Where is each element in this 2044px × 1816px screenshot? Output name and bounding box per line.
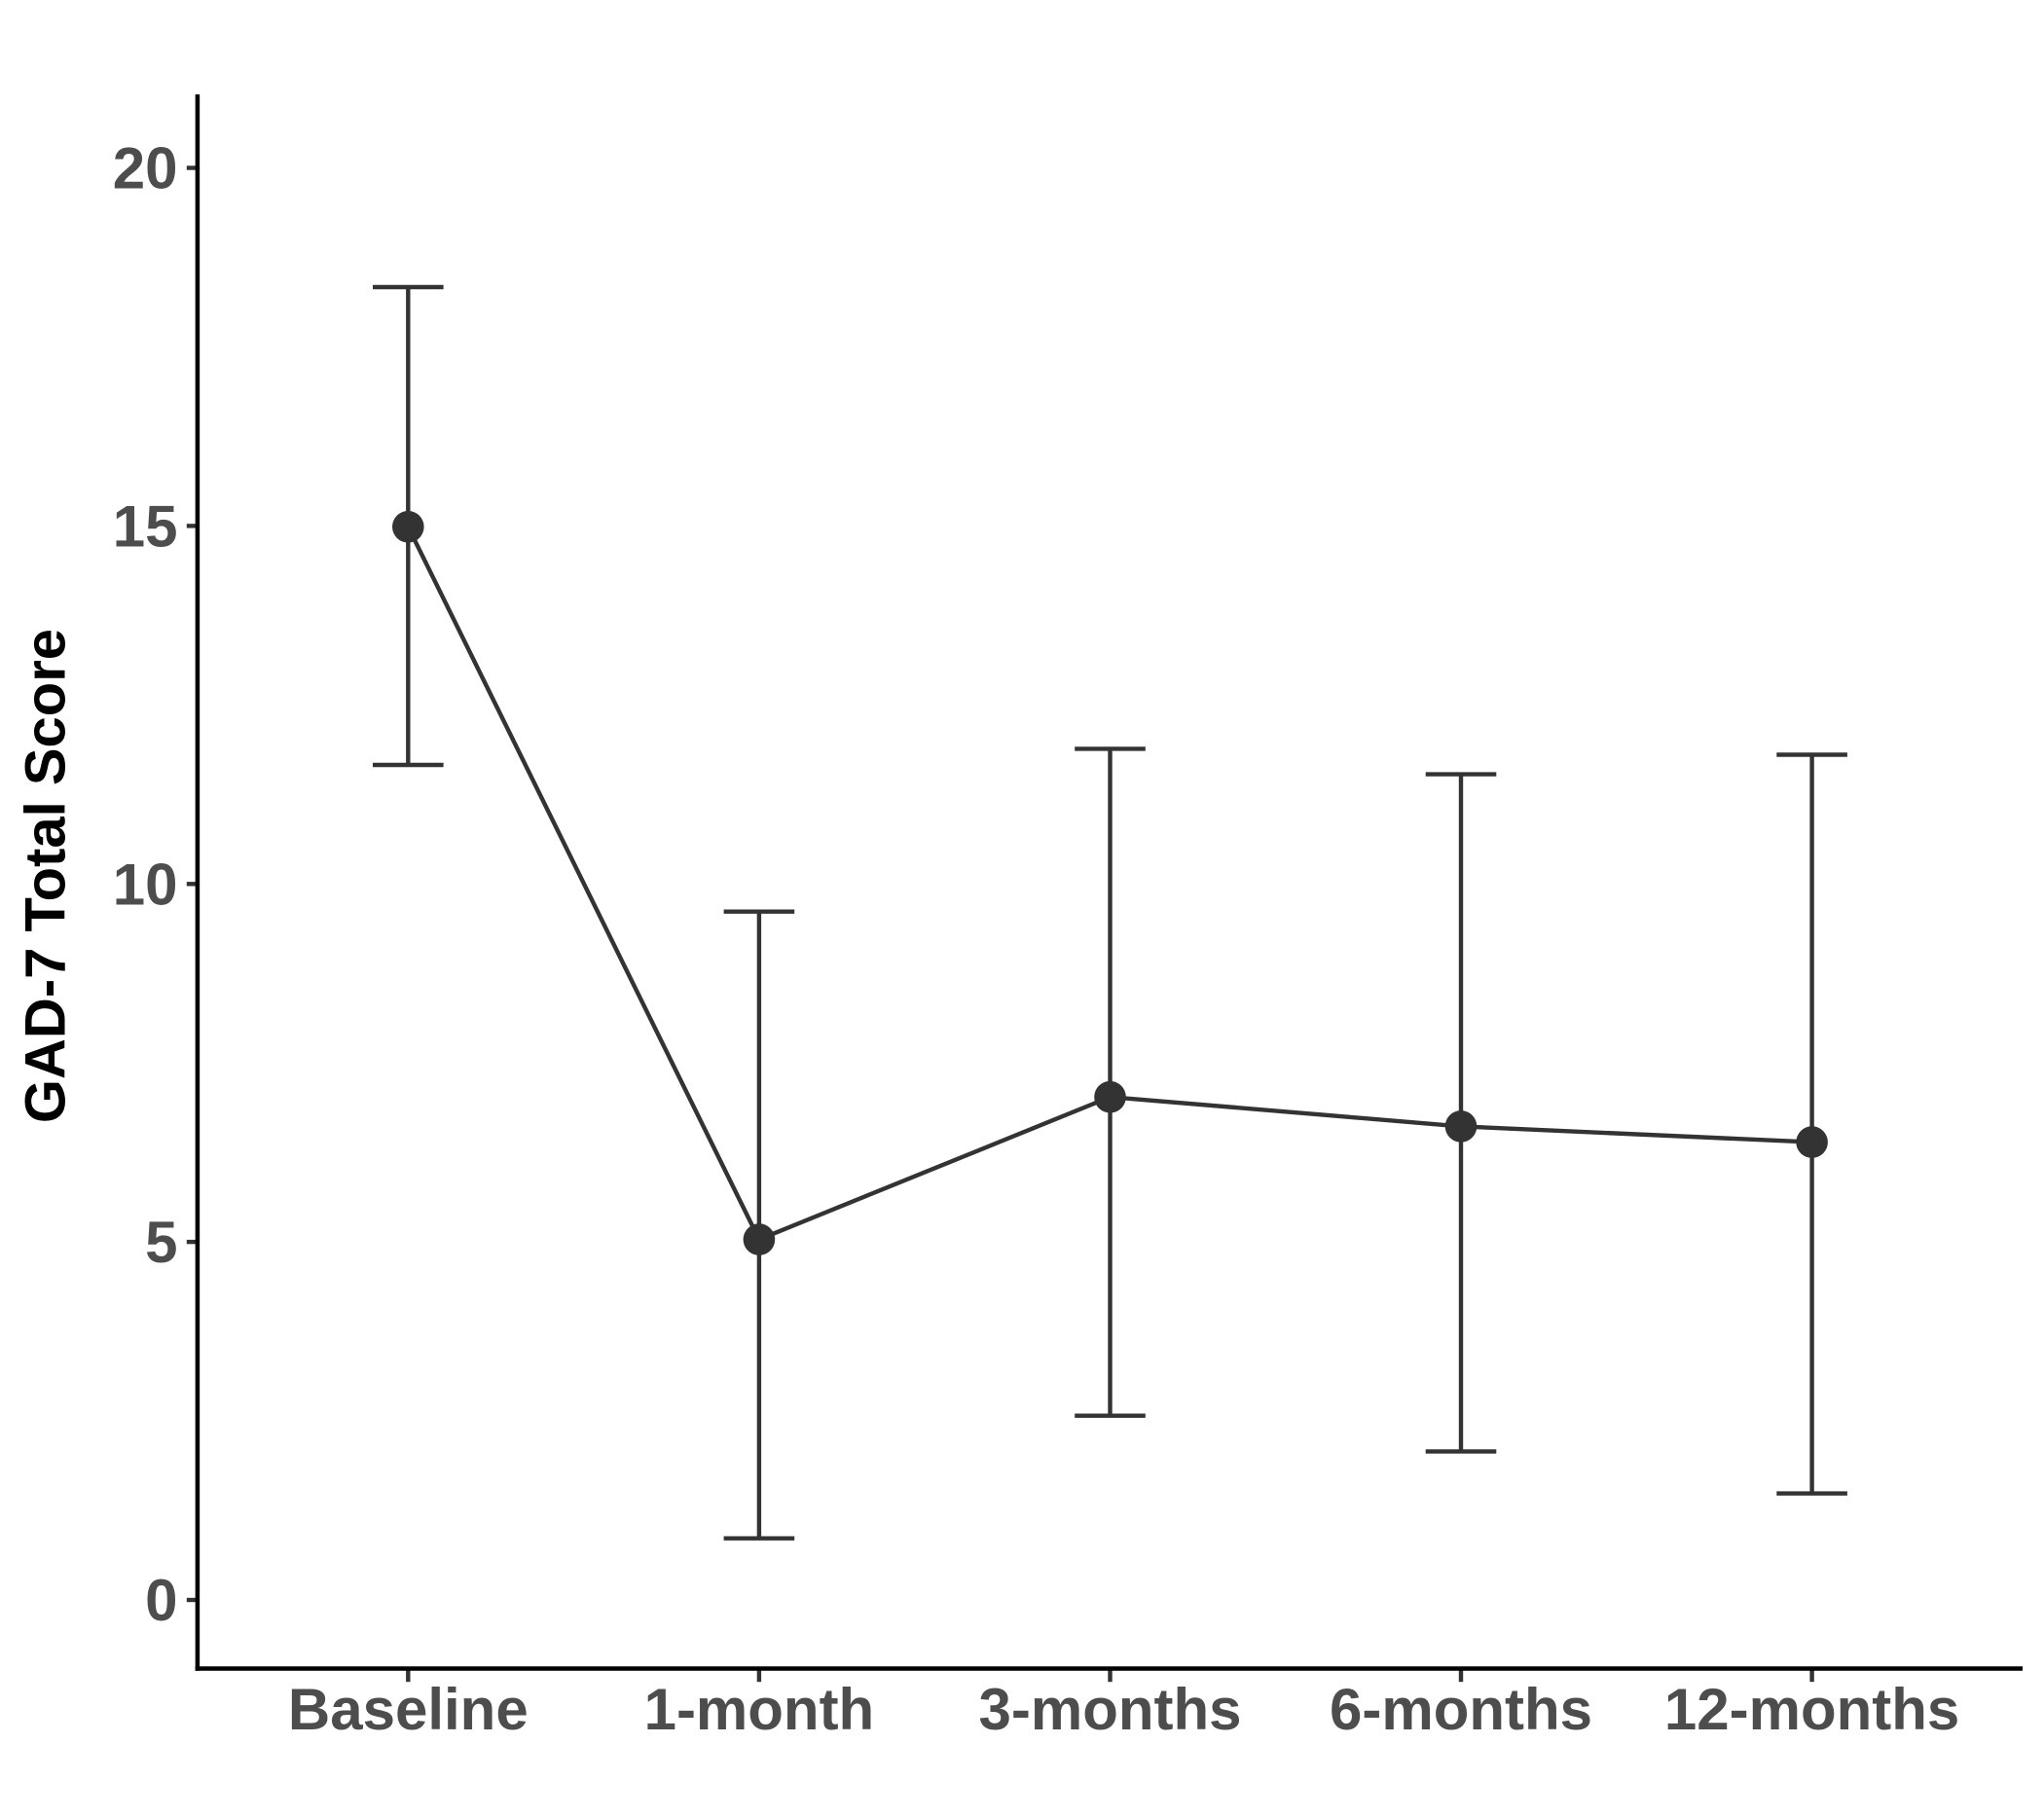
svg-text:3-months: 3-months xyxy=(979,1677,1242,1742)
svg-text:20: 20 xyxy=(113,136,178,201)
svg-text:1-month: 1-month xyxy=(644,1677,875,1742)
svg-text:12-months: 12-months xyxy=(1664,1677,1959,1742)
svg-text:5: 5 xyxy=(145,1210,177,1275)
svg-text:Baseline: Baseline xyxy=(288,1677,529,1742)
svg-text:0: 0 xyxy=(145,1568,177,1633)
svg-text:6-months: 6-months xyxy=(1330,1677,1592,1742)
svg-text:10: 10 xyxy=(113,852,178,917)
svg-text:GAD-7 Total Score: GAD-7 Total Score xyxy=(15,629,78,1123)
svg-text:15: 15 xyxy=(113,493,178,559)
